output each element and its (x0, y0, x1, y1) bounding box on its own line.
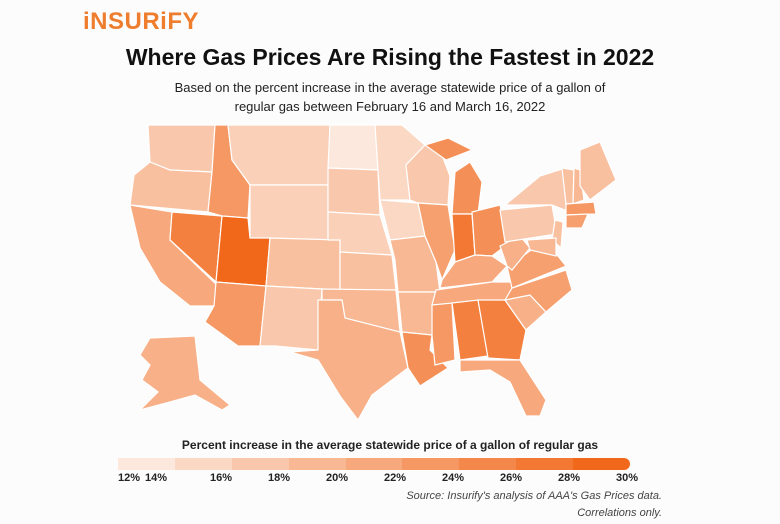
state-mi (451, 161, 483, 215)
legend-tick: 28% (558, 472, 581, 484)
state-ma (565, 201, 597, 216)
legend-swatch (459, 458, 517, 470)
source-note: Source: Insurify's analysis of AAA's Gas… (406, 488, 662, 522)
state-ks (339, 251, 397, 291)
subtitle: Based on the percent increase in the ave… (130, 78, 650, 116)
state-tx (289, 299, 409, 422)
state-in (451, 213, 476, 263)
legend-tick: 12% (118, 472, 141, 484)
legend-swatch (573, 458, 630, 470)
legend-tick: 18% (268, 472, 291, 484)
state-sd (327, 167, 381, 216)
legend-tick: 26% (500, 472, 523, 484)
legend-tick: 16% (210, 472, 233, 484)
state-nd (327, 124, 379, 171)
state-ak (137, 335, 232, 412)
state-ga (477, 299, 527, 361)
insurify-logo: iNSURiFY (83, 8, 200, 35)
state-nm (259, 285, 323, 351)
state-mi (423, 137, 474, 161)
legend-swatch (288, 458, 346, 470)
legend-swatch (174, 458, 232, 470)
legend-title: Percent increase in the average statewid… (181, 438, 599, 452)
state-co (265, 237, 341, 291)
legend-color-scale (118, 458, 630, 470)
legend-swatch (231, 458, 289, 470)
legend-tick: 22% (384, 472, 407, 484)
legend-tick: 20% (326, 472, 349, 484)
state-nh (572, 167, 585, 205)
page-title: Where Gas Prices Are Rising the Fastest … (125, 44, 655, 70)
state-ct (565, 213, 589, 229)
state-ky (439, 254, 508, 289)
legend-swatch (345, 458, 403, 470)
state-md (526, 237, 557, 257)
state-pa (499, 204, 558, 243)
source-line: Source: Insurify's analysis of AAA's Gas… (406, 490, 662, 502)
legend-swatch (118, 458, 175, 470)
subtitle-line-1: Based on the percent increase in the ave… (174, 80, 606, 95)
legend-swatch (516, 458, 574, 470)
state-ny (503, 167, 571, 213)
legend-tick: 24% (442, 472, 465, 484)
legend-swatch (402, 458, 460, 470)
state-mt (227, 124, 331, 186)
subtitle-line-2: regular gas between February 16 and Marc… (234, 99, 546, 114)
state-ms (431, 302, 456, 366)
state-oh (471, 204, 509, 257)
state-fl (459, 359, 547, 417)
state-me (579, 141, 617, 201)
state-nc (503, 269, 573, 313)
legend-tick: 14% (145, 472, 168, 484)
legend-tick: 30% (616, 472, 639, 484)
state-wy (249, 184, 329, 241)
correlation-note: Correlations only. (577, 507, 662, 519)
